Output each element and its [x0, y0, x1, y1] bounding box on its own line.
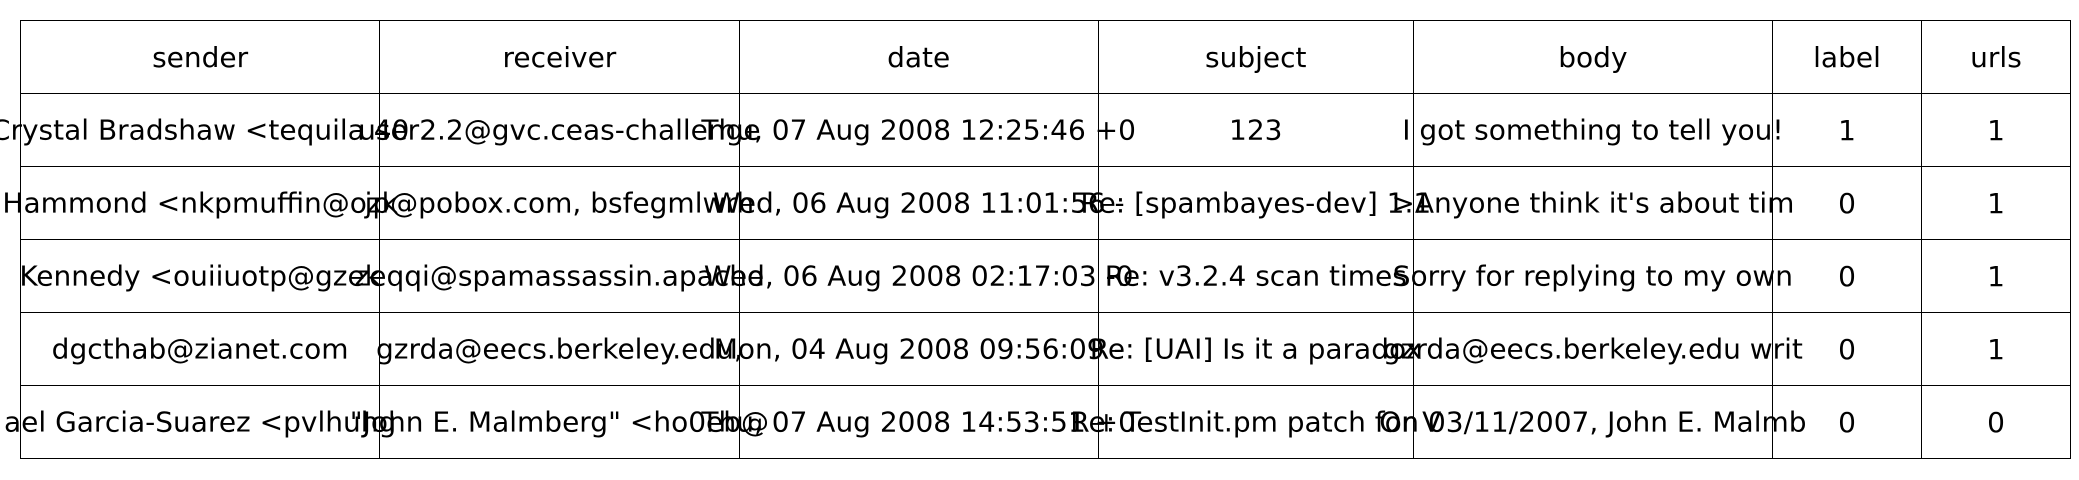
- cell-body: On 03/11/2007, John E. Malmb: [1379, 385, 1807, 459]
- cell-subject: Re: [spambayes-dev] 1.1: [1080, 166, 1431, 240]
- cell-date: Mon, 04 Aug 2008 09:56:09 -: [714, 312, 1124, 386]
- cell-text: Wed, 06 Aug 2008 02:17:03 -0: [703, 259, 1134, 293]
- data-table: sender receiver date subject body label …: [0, 20, 2072, 459]
- cell-receiver: user2.2@gvc.ceas-challenge: [358, 93, 761, 167]
- cell-text: Thu, 07 Aug 2008 14:53:51 +0: [701, 405, 1136, 439]
- cell-sender: dgcthab@zianet.com: [19, 312, 381, 386]
- cell-text: Sorry for replying to my own: [1392, 259, 1794, 293]
- cell-label: 0: [1772, 385, 1922, 459]
- cell-text: Crystal Bradshaw <tequila 40: [0, 113, 410, 147]
- cell-text: user2.2@gvc.ceas-challenge: [358, 113, 761, 147]
- cell-label: 0: [1772, 166, 1922, 240]
- column-header-label: label: [1772, 20, 1922, 94]
- cell-receiver: zeqqi@spamassassin.apache: [355, 239, 764, 313]
- column-header-receiver: receiver: [379, 20, 740, 94]
- cell-sender: Crystal Bradshaw <tequila 40: [0, 93, 409, 167]
- cell-label: 0: [1772, 312, 1922, 386]
- cell-text: Kennedy <ouiiuotp@gzek: [19, 259, 381, 293]
- header-row: sender receiver date subject body label …: [19, 20, 2072, 94]
- column-header-sender: sender: [19, 20, 381, 94]
- table-row: dgcthab@zianet.com gzrda@eecs.berkeley.e…: [19, 312, 2072, 386]
- cell-text: gzrda@eecs.berkeley.edu writ: [1382, 332, 1803, 366]
- cell-subject: 123: [1097, 93, 1414, 167]
- cell-receiver: jp@pobox.com, bsfegmlwrh: [365, 166, 754, 240]
- cell-receiver: gzrda@eecs.berkeley.edu,: [376, 312, 743, 386]
- table-row: Crystal Bradshaw <tequila 40 user2.2@gvc…: [0, 93, 2072, 167]
- cell-body: Sorry for replying to my own: [1393, 239, 1793, 313]
- cell-text: jp@pobox.com, bsfegmlwrh: [364, 186, 755, 220]
- cell-text: Mon, 04 Aug 2008 09:56:09 -: [713, 332, 1124, 366]
- cell-label: 0: [1772, 239, 1922, 313]
- cell-date: Thu, 07 Aug 2008 14:53:51 +0: [701, 385, 1136, 459]
- cell-text: Re: [UAI] Is it a paradox: [1089, 332, 1422, 366]
- cell-urls: 1: [1920, 166, 2072, 240]
- column-header-subject: subject: [1097, 20, 1414, 94]
- cell-date: Wed, 06 Aug 2008 11:01:56 -: [713, 166, 1125, 240]
- table-row: ael Garcia-Suarez <pvlhuhg "John E. Malm…: [4, 385, 2072, 459]
- cell-text: "John E. Malmberg" <ho0eb@: [349, 405, 770, 439]
- cell-text: Re: v3.2.4 scan times: [1104, 259, 1407, 293]
- table-row: Kennedy <ouiiuotp@gzek zeqqi@spamassassi…: [19, 239, 2072, 313]
- cell-urls: 0: [1920, 385, 2072, 459]
- cell-date: Wed, 06 Aug 2008 02:17:03 -0: [704, 239, 1134, 313]
- cell-text: zeqqi@spamassassin.apache: [354, 259, 765, 293]
- column-header-date: date: [738, 20, 1099, 94]
- cell-date: Thu, 07 Aug 2008 12:25:46 +0: [701, 93, 1136, 167]
- cell-text: Hammond <nkpmuffin@ozk: [2, 186, 398, 220]
- cell-text: 123: [1229, 113, 1283, 147]
- cell-text: ael Garcia-Suarez <pvlhuhg: [4, 405, 397, 439]
- cell-text: >Anyone think it's about tim: [1391, 186, 1795, 220]
- cell-text: On 03/11/2007, John E. Malmb: [1379, 405, 1807, 439]
- cell-receiver: "John E. Malmberg" <ho0eb@: [350, 385, 769, 459]
- cell-sender: Hammond <nkpmuffin@ozk: [2, 166, 398, 240]
- cell-text: Thu, 07 Aug 2008 12:25:46 +0: [701, 113, 1136, 147]
- cell-text: Re: TestInit.pm patch for V: [1070, 405, 1442, 439]
- cell-text: Wed, 06 Aug 2008 11:01:56 -: [712, 186, 1125, 220]
- column-header-body: body: [1412, 20, 1774, 94]
- cell-body: gzrda@eecs.berkeley.edu writ: [1383, 312, 1803, 386]
- cell-text: Re: [spambayes-dev] 1.1: [1080, 186, 1432, 220]
- cell-subject: Re: [UAI] Is it a paradox: [1090, 312, 1422, 386]
- cell-sender: ael Garcia-Suarez <pvlhuhg: [4, 385, 396, 459]
- cell-subject: Re: v3.2.4 scan times: [1097, 239, 1414, 313]
- cell-urls: 1: [1920, 93, 2072, 167]
- cell-sender: Kennedy <ouiiuotp@gzek: [19, 239, 381, 313]
- cell-label: 1: [1772, 93, 1922, 167]
- cell-body: I got something to tell you!: [1402, 93, 1784, 167]
- cell-body: >Anyone think it's about tim: [1391, 166, 1794, 240]
- cell-text: gzrda@eecs.berkeley.edu,: [375, 332, 743, 366]
- cell-text: I got something to tell you!: [1402, 113, 1784, 147]
- cell-urls: 1: [1920, 312, 2072, 386]
- cell-text: dgcthab@zianet.com: [51, 332, 349, 366]
- column-header-urls: urls: [1920, 20, 2072, 94]
- table-row: Hammond <nkpmuffin@ozk jp@pobox.com, bsf…: [2, 166, 2072, 240]
- cell-subject: Re: TestInit.pm patch for V: [1070, 385, 1441, 459]
- cell-urls: 1: [1920, 239, 2072, 313]
